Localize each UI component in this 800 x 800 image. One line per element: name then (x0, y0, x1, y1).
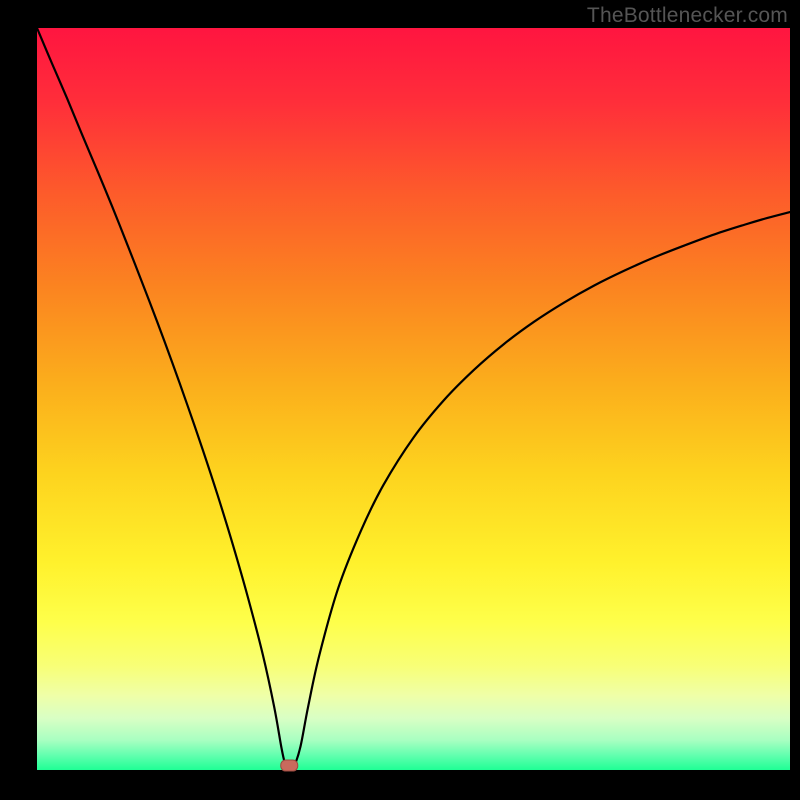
optimal-point-marker (281, 760, 298, 771)
curve-layer (0, 0, 800, 800)
watermark-text: TheBottlenecker.com (587, 4, 788, 28)
chart-container: TheBottlenecker.com (0, 0, 800, 800)
bottleneck-curve (37, 28, 790, 771)
